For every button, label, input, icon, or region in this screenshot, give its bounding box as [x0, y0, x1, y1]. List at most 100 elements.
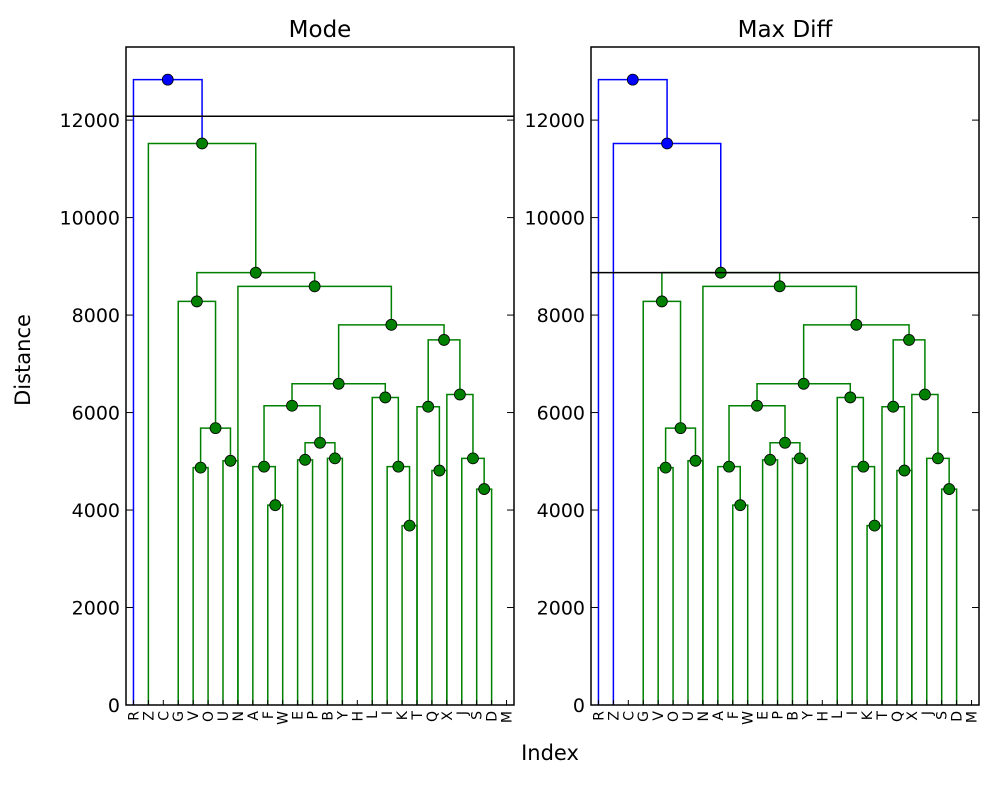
merge-node: [438, 334, 450, 346]
x-tick-label: R: [591, 711, 607, 721]
merge-node: [194, 461, 207, 474]
dendrogram-link: [237, 285, 393, 705]
x-tick-label: C: [621, 711, 637, 721]
x-tick-label: T: [410, 711, 426, 721]
dendrogram-link: [475, 488, 493, 705]
x-tick-label: K: [860, 710, 876, 720]
merge-node: [249, 266, 262, 279]
merge-node: [308, 280, 321, 293]
dendrogram-link: [612, 142, 722, 705]
x-tick-label: E: [291, 711, 307, 720]
y-tick-label: 8000: [537, 305, 585, 327]
y-tick-label: 12000: [525, 110, 585, 132]
merge-node: [224, 454, 237, 467]
x-tick-label: P: [306, 711, 322, 719]
x-tick-label: F: [261, 711, 277, 719]
dendrogram-link: [147, 142, 257, 705]
dendrogram-link: [911, 393, 939, 705]
merge-node: [887, 400, 900, 413]
x-tick-label: B: [785, 711, 801, 721]
merge-node: [794, 452, 806, 465]
x-tick-label: I: [380, 711, 396, 715]
dendrogram-links: [132, 78, 493, 705]
merge-node: [868, 519, 881, 532]
dendrogram-link: [732, 504, 749, 705]
x-tick-label: U: [216, 711, 232, 721]
y-tick-label: 4000: [537, 500, 585, 522]
panel-title: Max Diff: [738, 17, 834, 43]
merge-node: [190, 295, 203, 308]
merge-node: [329, 452, 341, 465]
merge-node: [196, 137, 208, 150]
dendrogram-link: [296, 459, 314, 705]
y-tick-label: 4000: [72, 500, 120, 522]
x-tick-label: Z: [141, 711, 157, 721]
x-tick-label: M: [965, 711, 981, 723]
merge-node: [844, 391, 857, 404]
merge-node: [314, 436, 326, 449]
dendrogram-link: [926, 457, 950, 705]
dendrogram-link: [371, 396, 400, 705]
merge-node: [674, 422, 687, 435]
y-tick-label: 0: [573, 695, 585, 717]
dendrogram-link: [416, 405, 441, 705]
merge-node: [898, 464, 911, 477]
x-tick-label: X: [440, 711, 456, 721]
dendrogram-link: [851, 465, 876, 705]
merge-node: [379, 391, 392, 404]
x-tick-label: V: [651, 711, 667, 721]
y-tick-label: 12000: [60, 110, 120, 132]
x-tick-label: O: [666, 711, 682, 722]
y-tick-label: 10000: [525, 208, 585, 230]
merge-node: [689, 454, 702, 467]
x-tick-label: Q: [425, 711, 441, 722]
merge-node: [661, 137, 673, 150]
x-tick-label: R: [126, 711, 142, 721]
merge-node: [626, 73, 639, 86]
x-tick-label: J: [455, 711, 471, 716]
x-tick-label: A: [246, 711, 262, 721]
x-tick-label: X: [905, 711, 921, 721]
y-tick-label: 6000: [72, 403, 120, 425]
x-tick-label: S: [470, 711, 486, 720]
merge-node: [751, 399, 763, 412]
x-tick-label: G: [171, 711, 187, 722]
merge-node: [919, 388, 931, 401]
dendrogram-link: [177, 300, 217, 705]
dendrogram-link: [446, 393, 474, 705]
merge-node: [734, 499, 747, 512]
dendrogram-link: [761, 459, 779, 705]
dendrogram-link: [597, 78, 668, 705]
dendrogram-link: [326, 457, 344, 705]
x-tick-label: K: [395, 710, 411, 720]
merge-node: [764, 453, 776, 466]
merge-node: [779, 436, 791, 449]
x-tick-label: Z: [606, 711, 622, 721]
merge-node: [258, 460, 270, 473]
dendrogram-link: [461, 457, 485, 705]
y-tick-label: 8000: [72, 305, 120, 327]
x-tick-label: S: [935, 711, 951, 720]
dendrogram-link: [702, 285, 858, 705]
y-tick-label: 10000: [60, 208, 120, 230]
dendrogram-link: [192, 466, 209, 705]
x-tick-label: U: [681, 711, 697, 721]
merge-node: [385, 318, 398, 331]
dendrogram-link: [836, 396, 865, 705]
x-tick-label: Y: [335, 711, 351, 721]
x-tick-label: N: [231, 711, 247, 721]
axes-frame: [125, 46, 515, 706]
x-tick-label: H: [815, 711, 831, 722]
panel-title: Mode: [289, 17, 352, 43]
x-tick-label: V: [186, 711, 202, 721]
merge-node: [433, 464, 446, 477]
merge-node: [773, 280, 786, 293]
x-tick-label: E: [756, 711, 772, 720]
x-tick-label: D: [485, 711, 501, 722]
dendrogram-link: [267, 504, 284, 705]
x-tick-label: W: [741, 711, 757, 725]
dendrogram-link: [687, 460, 704, 705]
merge-node: [850, 318, 863, 331]
dendrogram-link: [263, 404, 321, 467]
